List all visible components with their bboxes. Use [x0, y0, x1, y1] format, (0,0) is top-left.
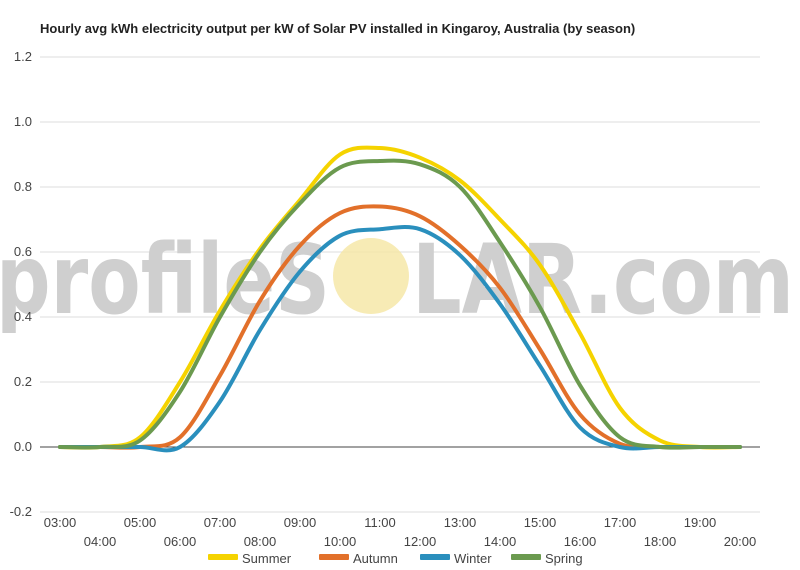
y-tick-label: 0.0: [14, 439, 32, 454]
y-tick-label: -0.2: [10, 504, 32, 519]
y-axis-ticks: -0.2 0.0 0.2 0.4 0.6 0.8 1.0 1.2: [10, 49, 32, 519]
y-tick-label: 0.2: [14, 374, 32, 389]
x-tick-label: 16:00: [564, 534, 597, 549]
series-line-summer: [58, 145, 742, 450]
watermark: profileS LAR.com: [0, 224, 794, 336]
x-tick-label: 18:00: [644, 534, 677, 549]
watermark-sun-icon: [333, 238, 409, 314]
y-tick-label: 1.2: [14, 49, 32, 64]
legend: Summer Autumn Winter Spring: [208, 551, 583, 566]
x-tick-label: 15:00: [524, 515, 557, 530]
legend-swatch-autumn: [319, 554, 349, 560]
legend-label-autumn: Autumn: [353, 551, 398, 566]
x-tick-label: 11:00: [364, 515, 396, 530]
x-axis-ticks: 03:00 04:00 05:00 06:00 07:00 08:00 09:00 10:00…: [44, 515, 757, 549]
legend-swatch-spring: [511, 554, 541, 560]
x-tick-label: 19:00: [684, 515, 717, 530]
series-line-autumn: [58, 204, 742, 450]
x-tick-label: 07:00: [204, 515, 237, 530]
legend-label-spring: Spring: [545, 551, 583, 566]
series-line-winter: [58, 225, 742, 453]
legend-swatch-summer: [208, 554, 238, 560]
x-tick-label: 13:00: [444, 515, 477, 530]
x-tick-label: 20:00: [724, 534, 757, 549]
x-tick-label: 17:00: [604, 515, 637, 530]
x-tick-label: 14:00: [484, 534, 517, 549]
legend-label-summer: Summer: [242, 551, 292, 566]
x-tick-label: 03:00: [44, 515, 77, 530]
y-tick-label: 0.4: [14, 309, 32, 324]
y-tick-label: 0.8: [14, 179, 32, 194]
x-tick-label: 08:00: [244, 534, 277, 549]
x-tick-label: 12:00: [404, 534, 437, 549]
chart-title: Hourly avg kWh electricity output per kW…: [40, 21, 635, 36]
x-tick-label: 09:00: [284, 515, 317, 530]
x-tick-label: 05:00: [124, 515, 157, 530]
watermark-right: LAR.com: [412, 224, 794, 336]
series-lines: [58, 145, 742, 453]
y-tick-label: 1.0: [14, 114, 32, 129]
x-tick-label: 10:00: [324, 534, 357, 549]
watermark-left: profileS: [0, 224, 330, 336]
y-tick-label: 0.6: [14, 244, 32, 259]
series-line-spring: [58, 158, 742, 450]
legend-label-winter: Winter: [454, 551, 492, 566]
x-tick-label: 04:00: [84, 534, 117, 549]
legend-swatch-winter: [420, 554, 450, 560]
x-tick-label: 06:00: [164, 534, 197, 549]
